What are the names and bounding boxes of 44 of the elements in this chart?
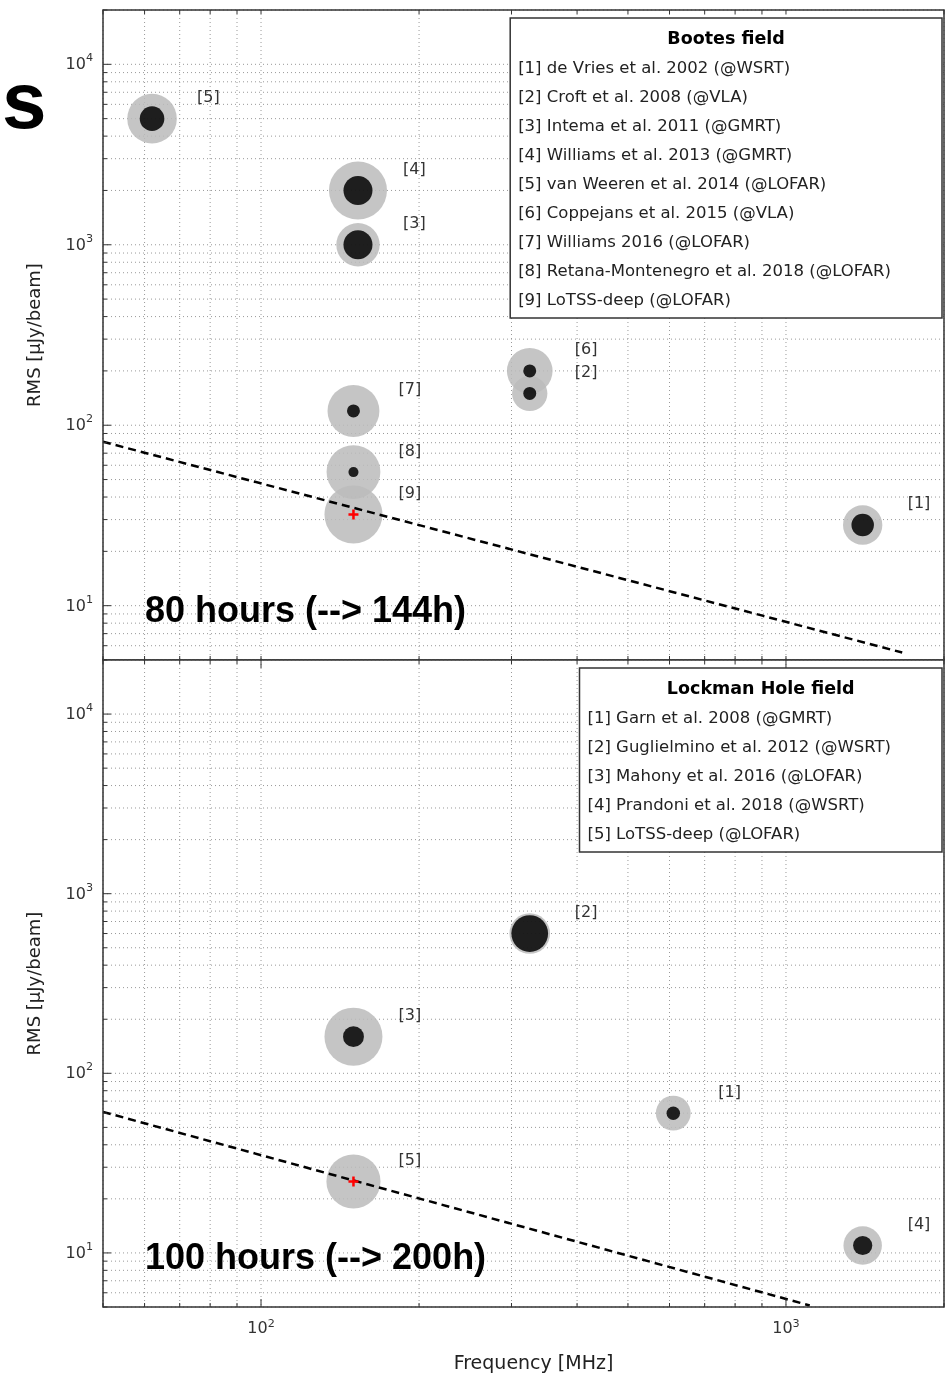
annotation: [4] [907, 1213, 931, 1233]
annotation: [1] [718, 1081, 741, 1101]
annotation: [3] Mahony et al. 2016 (@LOFAR) [587, 766, 863, 785]
y-tick-label: 10$^{4}$ [65, 50, 93, 73]
y-axis-title: RMS [μJy/beam] [23, 263, 44, 407]
annotation: [7] Williams 2016 (@LOFAR) [518, 232, 751, 251]
annotation: [2] [574, 361, 598, 381]
annotation: [5] LoTSS-deep (@LOFAR) [587, 824, 801, 843]
y-tick-label: 10$^{1}$ [65, 1239, 93, 1262]
annotation: [4] [402, 158, 426, 178]
annotation: 80 hours (--> 144h) [145, 589, 467, 630]
annotation: [7] [398, 379, 422, 399]
annotation: [5] van Weeren et al. 2014 (@LOFAR) [518, 174, 827, 193]
annotation: [5] [398, 1149, 422, 1169]
annotation: 100 hours (--> 200h) [145, 1236, 487, 1277]
y-tick-label: 10$^{2}$ [65, 1059, 93, 1082]
legend-title: Lockman Hole field [666, 678, 855, 698]
annotation: [8] Retana-Montenegro et al. 2018 (@LOFAR) [518, 261, 892, 280]
annotation: [6] [574, 339, 598, 359]
legend-title: Bootes field [667, 28, 785, 48]
y-tick-label: 10$^{3}$ [65, 880, 93, 903]
annotation: [1] de Vries et al. 2002 (@WSRT) [518, 58, 791, 77]
annotation: [2] Croft et al. 2008 (@VLA) [518, 87, 748, 106]
annotation: [1] Garn et al. 2008 (@GMRT) [587, 708, 833, 727]
annotation: [5] [197, 87, 220, 107]
y-tick-label: 10$^{4}$ [65, 700, 93, 723]
y-tick-label: 10$^{2}$ [65, 411, 93, 434]
annotation: [4] Williams et al. 2013 (@GMRT) [518, 145, 793, 164]
y-axis-title: RMS [μJy/beam] [23, 911, 44, 1056]
annotation: [4] Prandoni et al. 2018 (@WSRT) [587, 795, 865, 814]
annotation: [1] [907, 493, 931, 513]
annotation: [8] [398, 440, 422, 460]
annotation: [3] Intema et al. 2011 (@GMRT) [518, 116, 782, 135]
annotation: [6] Coppejans et al. 2015 (@VLA) [518, 203, 795, 222]
annotation: [9] [398, 483, 422, 503]
annotation: [3] [402, 213, 426, 233]
y-tick-label: 10$^{1}$ [65, 592, 93, 615]
annotation: [2] Guglielmino et al. 2012 (@WSRT) [587, 737, 891, 756]
annotation: [2] [574, 902, 598, 922]
y-tick-label: 10$^{3}$ [65, 231, 93, 254]
annotation: [3] [398, 1005, 422, 1025]
text: s [2, 56, 47, 145]
x-axis-title: Frequency [MHz] [453, 1351, 614, 1373]
annotation: [9] LoTSS-deep (@LOFAR) [518, 290, 731, 309]
